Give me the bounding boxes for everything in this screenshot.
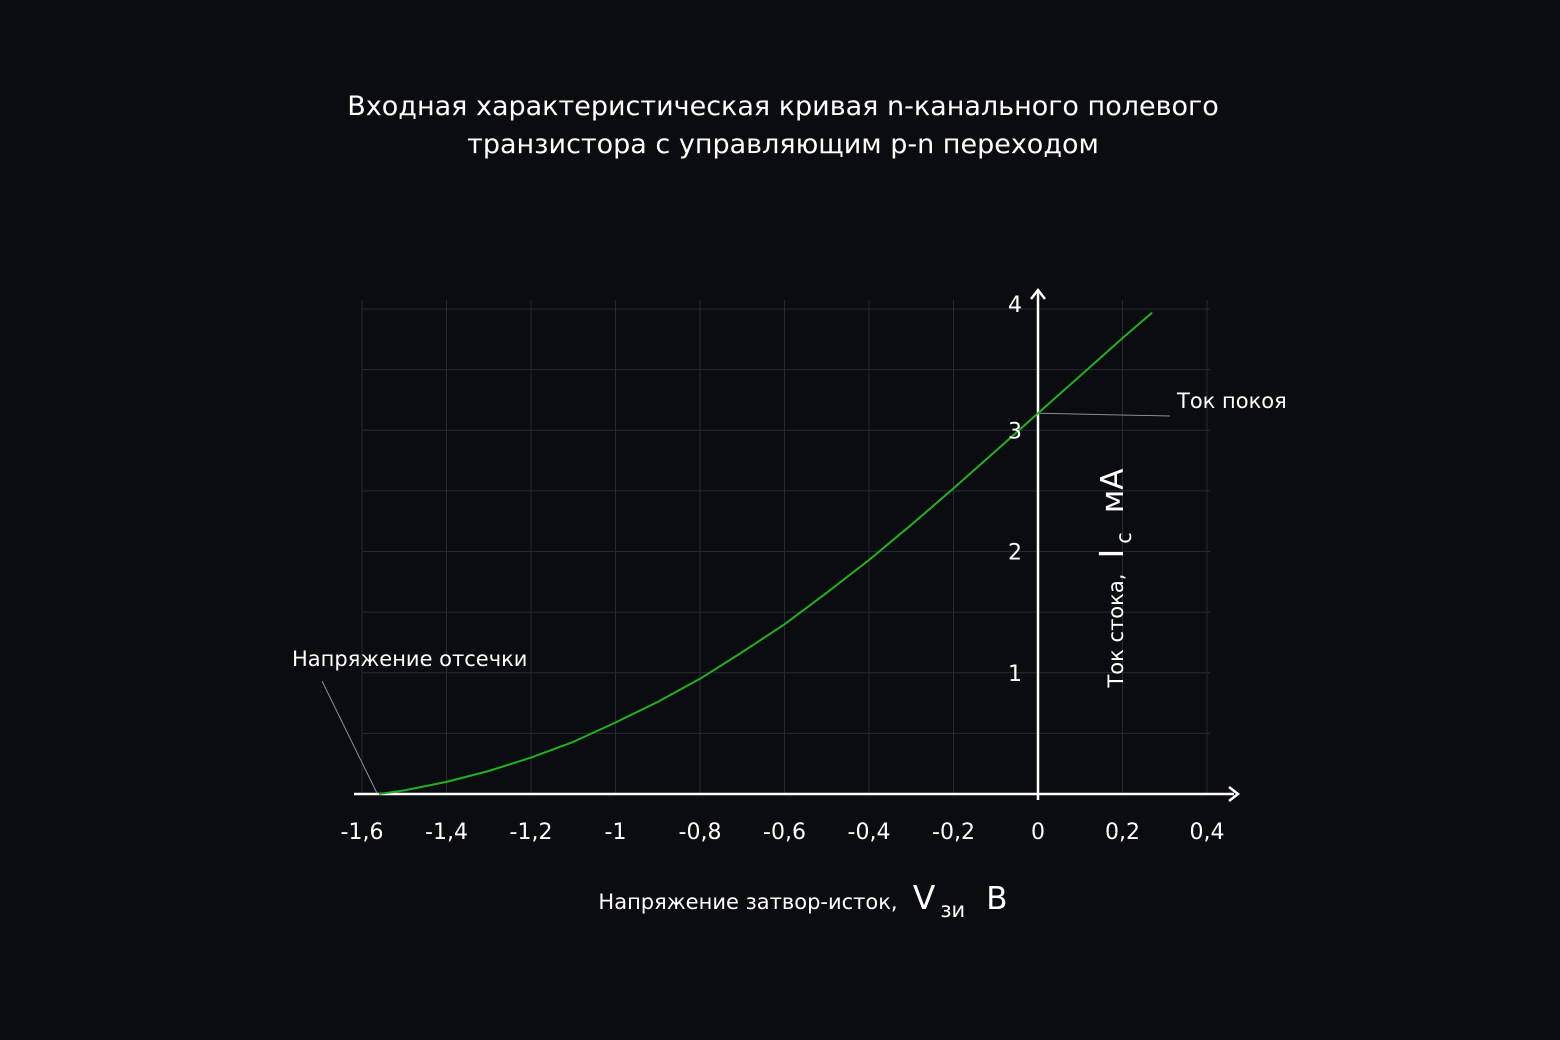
y-axis-arrow (1030, 287, 1046, 300)
y-tick-label: 3 (1008, 419, 1022, 444)
annotations: Напряжение отсечки Ток покоя (292, 389, 1287, 671)
x-tick-labels: -1,6 -1,4 -1,2 -1 -0,8 -0,6 -0,4 -0,2 0 0,2 0,4 (341, 820, 1225, 845)
y-axis-label-subscript: с (1112, 532, 1136, 544)
y-tick-label: 1 (1008, 662, 1022, 687)
y-tick-label: 4 (1008, 293, 1022, 318)
x-tick-label: -1,2 (510, 820, 553, 845)
cutoff-leader-line (321, 680, 378, 794)
chart-title-line-2: транзистора с управляющим p-n переходом (467, 129, 1099, 160)
quiescent-leader-line (1039, 412, 1171, 417)
x-axis-label-subscript: зи (940, 898, 965, 922)
x-tick-label: 0,2 (1105, 820, 1140, 845)
y-axis-label-unit: мА (1095, 468, 1131, 513)
y-tick-labels: 1 2 3 4 (1008, 293, 1022, 687)
x-axis-label-prefix: Напряжение затвор-исток, (598, 890, 897, 914)
annotation-quiescent-current: Ток покоя (1176, 389, 1287, 413)
annotation-cutoff-voltage: Напряжение отсечки (292, 647, 527, 671)
x-tick-label: -1 (605, 820, 627, 845)
y-axis-label-prefix: Ток стока, (1104, 574, 1128, 689)
chart-title-line-1: Входная характеристическая кривая n-кана… (347, 91, 1219, 122)
curve (378, 311, 1153, 795)
x-axis-label-symbol: V (913, 878, 936, 917)
chart-title: Входная характеристическая кривая n-кана… (0, 88, 1560, 164)
annotation-leaders (321, 412, 1171, 794)
grid (361, 300, 1210, 794)
y-tick-label: 2 (1008, 541, 1022, 566)
y-axis-label: Ток стока, I с мА (1092, 468, 1136, 688)
x-tick-label: 0,4 (1190, 820, 1225, 845)
x-tick-label: -0,6 (763, 820, 806, 845)
x-tick-label: -0,8 (679, 820, 722, 845)
x-tick-label: -0,2 (932, 820, 975, 845)
axes (354, 287, 1241, 802)
x-tick-label: -1,4 (425, 820, 468, 845)
series-line (378, 311, 1153, 795)
y-axis-label-symbol: I (1092, 549, 1131, 559)
x-axis-label: Напряжение затвор-исток, V зи В (598, 878, 1007, 922)
x-tick-label: -0,4 (848, 820, 891, 845)
x-tick-label: -1,6 (341, 820, 384, 845)
x-axis-label-unit: В (986, 881, 1007, 917)
x-tick-label: 0 (1031, 820, 1045, 845)
x-axis-arrow (1228, 786, 1241, 802)
